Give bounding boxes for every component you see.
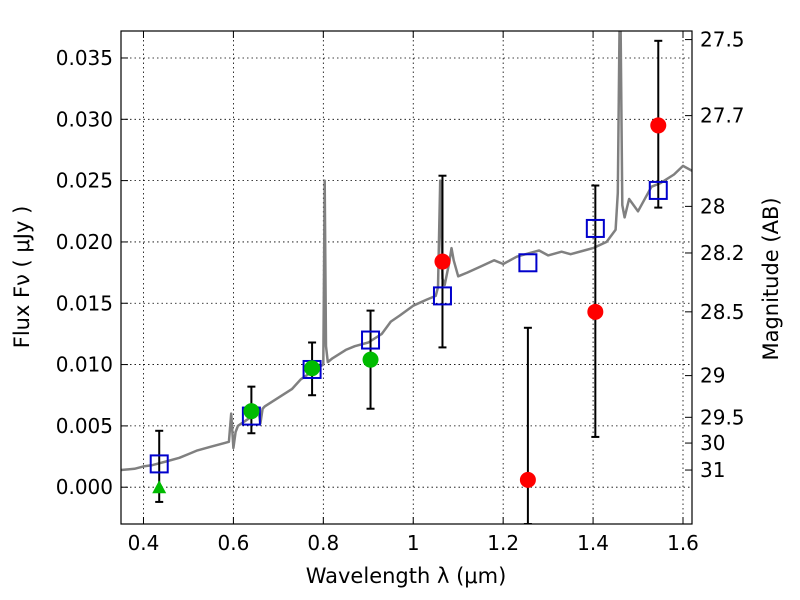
x-tick-label: 0.8 [307,531,339,555]
plot-frame [120,30,693,525]
y-right-tick-label: 27.7 [700,104,745,128]
y-right-tick-label: 30 [700,431,725,455]
spectrum-line [121,31,692,472]
y-tick-label: 0.030 [56,107,113,131]
green-triangle-point [152,480,167,494]
y-tick-label: 0.035 [56,46,113,70]
model-square-point [149,454,169,474]
grid [121,31,692,524]
x-tick-label: 1.4 [577,531,609,555]
green-point [304,360,321,377]
x-tick-label: 1.6 [667,531,699,555]
model-square-point [518,253,538,273]
model-square-point [361,330,381,350]
x-tick-label: 0.6 [217,531,249,555]
model-square-point [648,180,668,200]
y-right-tick-label: 31 [700,458,725,482]
red-point [650,117,667,134]
red-point [434,253,451,270]
x-axis-label: Wavelength λ (μm) [306,564,507,588]
y-right-tick-label: 28.2 [700,241,745,265]
red-point [519,471,536,488]
x-tick-label: 1.2 [487,531,519,555]
plot-area [121,31,692,524]
y-tick-label: 0.000 [56,475,113,499]
model-square-point [432,286,452,306]
y-right-tick-label: 28 [700,194,725,218]
axis-ticks: 0.4 0.6 0.8 1 1.2 1.4 1.6 0.000 0.005 0.010 0.015 0… [56,28,745,555]
model-square-point [585,218,605,238]
y-tick-label: 0.010 [56,353,113,377]
x-tick-label: 0.4 [128,531,160,555]
y-axis-right-label: Magnitude (AB) [759,197,783,360]
y-tick-label: 0.025 [56,169,113,193]
red-point [587,303,604,320]
y-right-tick-label: 27.5 [700,28,745,52]
y-right-tick-label: 29 [700,364,725,388]
green-point [362,351,379,368]
y-right-tick-label: 28.5 [700,300,745,324]
y-tick-label: 0.020 [56,230,113,254]
green-point [243,403,260,420]
y-axis-label: Flux Fν ( μJy ) [10,206,34,349]
x-tick-label: 1 [407,531,420,555]
y-tick-label: 0.015 [56,291,113,315]
y-tick-label: 0.005 [56,414,113,438]
y-right-tick-label: 29.5 [700,405,745,429]
